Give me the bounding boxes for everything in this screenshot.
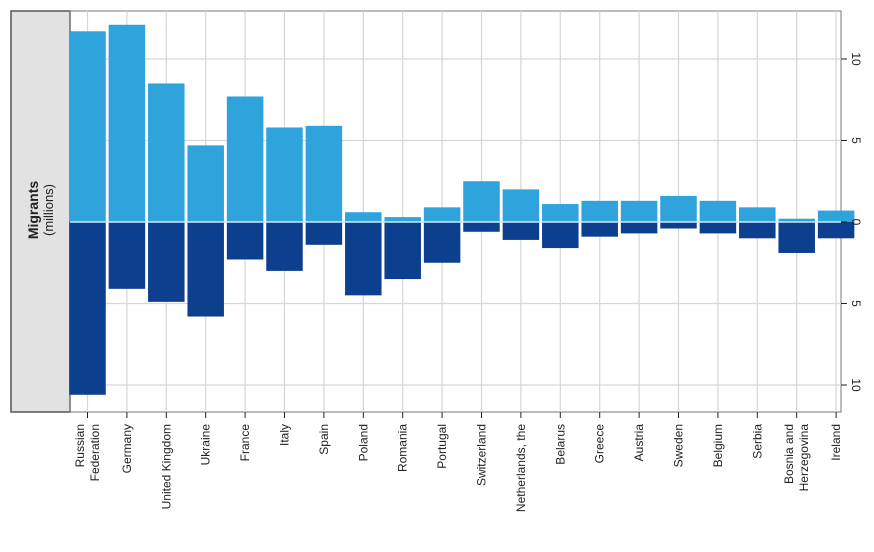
bar-lower — [817, 222, 855, 239]
bar-upper — [305, 125, 343, 222]
y-tick-label: 0 — [849, 219, 863, 226]
bar-upper — [542, 204, 579, 222]
x-tick-label: Spain — [317, 424, 331, 455]
bar-upper — [345, 212, 382, 222]
x-tick-label: Poland — [356, 424, 370, 461]
bar-upper — [660, 195, 697, 222]
bar-upper — [581, 200, 618, 222]
x-axis: RussianFederation Germany United Kingdom Uk… — [73, 412, 843, 512]
x-tick-label: France — [238, 424, 252, 462]
bar-lower — [502, 222, 540, 240]
bar-upper — [778, 218, 815, 222]
bar-upper — [108, 24, 146, 222]
x-tick-label: Serbia — [750, 424, 764, 459]
bar-lower — [266, 222, 303, 271]
y-tick-label: 5 — [849, 300, 863, 307]
y-tick-label: 10 — [849, 52, 863, 66]
bar-lower — [226, 222, 264, 260]
bars — [69, 24, 855, 395]
bar-lower — [699, 222, 737, 234]
bar-upper — [69, 31, 106, 223]
ylabel-panel — [10, 10, 71, 413]
bar-lower — [542, 222, 579, 249]
y-tick-label: 5 — [849, 137, 863, 144]
bar-lower — [423, 222, 461, 263]
x-tick-label: Netherlands, the — [514, 424, 528, 512]
bar-upper — [463, 181, 500, 222]
bar-upper — [423, 207, 461, 222]
x-tick-label: Germany — [120, 424, 134, 473]
bar-lower — [345, 222, 382, 296]
x-tick-label: RussianFederation — [73, 424, 102, 481]
ylabel-unit: (millions) — [41, 184, 56, 236]
x-tick-label: Switzerland — [475, 424, 489, 486]
x-tick-label: Ukraine — [199, 424, 213, 466]
bar-upper — [148, 83, 185, 222]
bar-lower — [148, 222, 185, 302]
y-axis: 10 5 0 5 10 — [841, 52, 863, 392]
bar-lower — [69, 222, 106, 395]
bar-lower — [739, 222, 776, 239]
bar-upper — [502, 189, 540, 222]
bar-upper — [226, 96, 264, 222]
bar-upper — [699, 200, 737, 222]
bar-lower — [620, 222, 658, 234]
x-tick-label: Belgium — [711, 424, 725, 467]
x-tick-label: Bosnia andHerzegovina — [782, 424, 811, 492]
bar-lower — [384, 222, 421, 280]
bar-upper — [266, 127, 303, 222]
x-tick-label: Romania — [396, 424, 410, 472]
bar-lower — [108, 222, 146, 289]
bar-lower — [463, 222, 500, 232]
bar-lower — [778, 222, 815, 253]
bar-upper — [384, 217, 421, 222]
y-tick-label: 10 — [849, 378, 863, 392]
x-tick-label: United Kingdom — [159, 424, 173, 509]
x-tick-label: Portugal — [435, 424, 449, 469]
x-tick-label: Austria — [632, 424, 646, 462]
x-tick-label: Ireland — [829, 424, 843, 461]
bar-upper — [739, 207, 776, 222]
x-tick-label: Belarus — [553, 424, 567, 465]
bar-lower — [581, 222, 618, 237]
bar-lower — [305, 222, 343, 245]
ylabel: Migrants — [25, 181, 41, 240]
x-tick-label: Italy — [278, 424, 292, 446]
bar-lower — [187, 222, 224, 317]
x-tick-label: Sweden — [672, 424, 686, 467]
bar-lower — [660, 222, 697, 229]
bar-upper — [620, 200, 658, 222]
bar-upper — [817, 210, 855, 222]
bar-upper — [187, 145, 224, 222]
x-tick-label: Greece — [593, 424, 607, 464]
